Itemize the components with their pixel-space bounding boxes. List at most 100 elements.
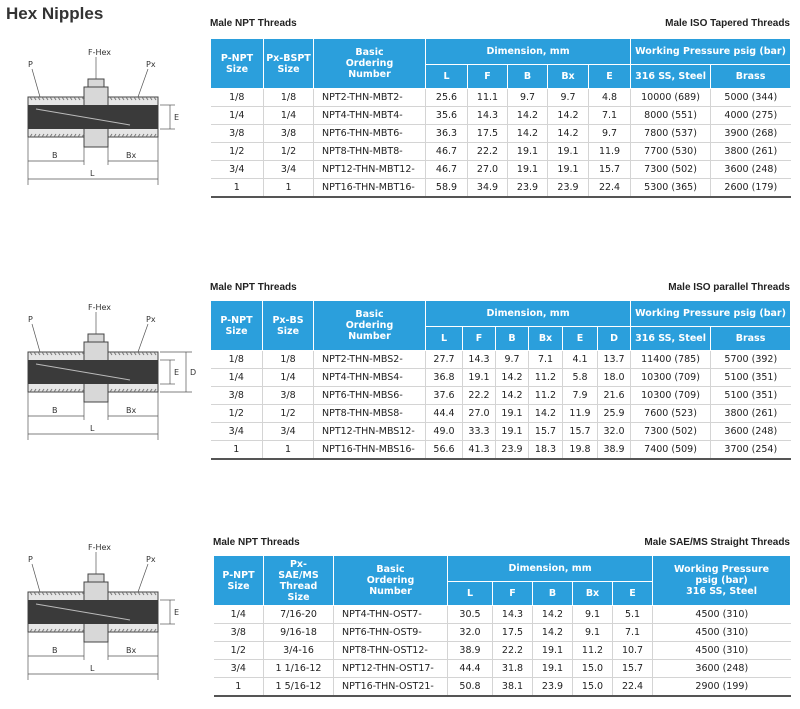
diagram-shape xyxy=(77,388,81,393)
diagram-shape xyxy=(45,628,49,633)
cell: 19.1 xyxy=(507,142,548,161)
diagram-label: L xyxy=(90,424,95,433)
header-text: P-NPT Size xyxy=(220,314,253,337)
diagram-label: E xyxy=(174,608,179,617)
cell: 1/2 xyxy=(210,404,263,423)
cell: NPT6-THN-MBT6- xyxy=(313,124,426,143)
column-header: D xyxy=(596,326,632,351)
diagram-shape xyxy=(57,96,61,101)
data-row: 1 1 NPT16-THN-MBT16- 58.9 34.9 23.9 23.9 22.4 53… xyxy=(210,178,791,198)
caption-left: Male NPT Threads xyxy=(210,282,297,293)
diagram-shape xyxy=(33,591,37,596)
diagram-shape xyxy=(149,628,153,633)
cell: 17.5 xyxy=(467,124,508,143)
column-header: P-NPT Size xyxy=(210,38,264,89)
cell: NPT6-THN-MBS6- xyxy=(313,386,426,405)
cell: 32.0 xyxy=(597,422,632,441)
group-header: Dimension, mm xyxy=(424,38,632,65)
diagram-shape xyxy=(125,628,129,633)
cell: 32.0 xyxy=(447,623,493,642)
cell: 31.8 xyxy=(492,659,533,678)
diagram-shape xyxy=(137,323,149,353)
cell: NPT12-THN-MBT12- xyxy=(313,160,426,179)
cell: 11.2 xyxy=(528,368,563,387)
cell: 15.0 xyxy=(572,677,613,697)
cell: 9.1 xyxy=(572,605,613,624)
diagram-shape xyxy=(49,388,53,393)
diagram-shape xyxy=(153,351,157,356)
diagram-shape xyxy=(117,133,121,138)
cell: NPT8-THN-MBS8- xyxy=(313,404,426,423)
spec-table: P-NPT Size Px-BS Size Basic Ordering Numbe… xyxy=(210,300,792,460)
diagram-shape xyxy=(29,388,33,393)
column-header: L xyxy=(425,64,468,89)
diagram-shape xyxy=(69,133,73,138)
diagram-shape xyxy=(77,591,81,596)
header-text: P-NPT Size xyxy=(222,569,255,592)
diagram-shape xyxy=(129,591,133,596)
cell: 1/4 xyxy=(210,106,264,125)
data-row: 3/8 3/8 NPT6-THN-MBT6- 36.3 17.5 14.2 14.2 9.7 7… xyxy=(210,124,791,143)
cell: 38.1 xyxy=(492,677,533,697)
cell: 7.1 xyxy=(588,106,632,125)
column-header: Bx xyxy=(528,326,563,351)
header-text: P-NPT Size xyxy=(220,52,254,75)
cell: 19.1 xyxy=(547,142,589,161)
diagram-shape xyxy=(65,133,69,138)
cell: 1 xyxy=(262,440,314,460)
cell: 3/8 xyxy=(213,623,264,642)
diagram-shape xyxy=(35,603,131,621)
cell: 11.2 xyxy=(572,641,613,660)
diagram-label: P xyxy=(28,315,33,324)
header-row: P-NPT Size Px-SAE/MS Thread Size Basic Ord… xyxy=(213,555,792,606)
diagram-shape xyxy=(49,96,53,101)
diagram-shape xyxy=(109,133,113,138)
diagram-shape xyxy=(145,96,149,101)
diagram-label: P xyxy=(28,60,33,69)
diagram-shape xyxy=(117,591,121,596)
cell: 1 xyxy=(213,677,264,697)
cell: 1 1/16-12 xyxy=(263,659,334,678)
diagram-shape xyxy=(49,591,53,596)
column-header: E xyxy=(611,581,654,606)
cell: 58.9 xyxy=(425,178,468,198)
cell: 3600 (248) xyxy=(652,659,791,678)
diagram-shape xyxy=(35,363,131,381)
diagram-shape xyxy=(129,628,133,633)
cell: 36.3 xyxy=(425,124,468,143)
cell: 5000 (344) xyxy=(710,88,791,107)
column-header: E xyxy=(562,326,598,351)
diagram-shape xyxy=(41,388,45,393)
diagram-shape xyxy=(137,628,141,633)
cell: 11400 (785) xyxy=(630,350,712,369)
diagram-shape xyxy=(65,96,69,101)
diagram-shape xyxy=(149,96,153,101)
diagram-shape xyxy=(113,96,117,101)
cell: 9.7 xyxy=(507,88,548,107)
cell: 1/4 xyxy=(262,368,314,387)
cell: 4500 (310) xyxy=(652,605,791,624)
diagram-shape xyxy=(141,388,145,393)
diagram-shape xyxy=(129,388,133,393)
diagram-shape xyxy=(121,96,125,101)
cell: 4000 (275) xyxy=(710,106,791,125)
data-row: 1/4 7/16-20 NPT4-THN-OST7- 30.5 14.3 14.2 9.1 5… xyxy=(213,605,791,624)
caption-right: Male SAE/MS Straight Threads xyxy=(644,537,790,548)
diagram-shape xyxy=(81,591,85,596)
cell: 3/8 xyxy=(210,124,264,143)
diagram-shape xyxy=(109,591,113,596)
cell: 2900 (199) xyxy=(652,677,791,697)
column-header: Px-SAE/MS Thread Size xyxy=(263,555,334,606)
diagram-shape xyxy=(73,133,77,138)
diagram-shape xyxy=(109,388,113,393)
data-row: 1/8 1/8 NPT2-THN-MBT2- 25.6 11.1 9.7 9.7 4.8 100… xyxy=(210,88,791,107)
column-header: L xyxy=(425,326,463,351)
diagram-shape xyxy=(129,133,133,138)
diagram-shape xyxy=(49,133,53,138)
diagram-shape xyxy=(45,591,49,596)
diagram-label: E xyxy=(174,368,179,377)
cell: 19.1 xyxy=(532,641,573,660)
cell: 11.9 xyxy=(562,404,598,423)
